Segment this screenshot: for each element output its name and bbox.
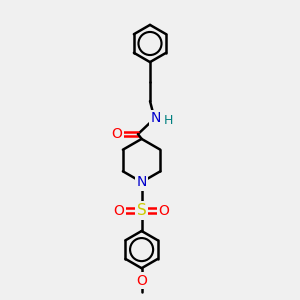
- Text: S: S: [137, 203, 146, 218]
- Text: O: O: [159, 204, 170, 218]
- Text: O: O: [136, 274, 147, 288]
- Text: O: O: [111, 127, 122, 141]
- Text: O: O: [114, 204, 124, 218]
- Text: N: N: [151, 112, 161, 125]
- Text: H: H: [164, 114, 173, 128]
- Text: N: N: [136, 175, 147, 189]
